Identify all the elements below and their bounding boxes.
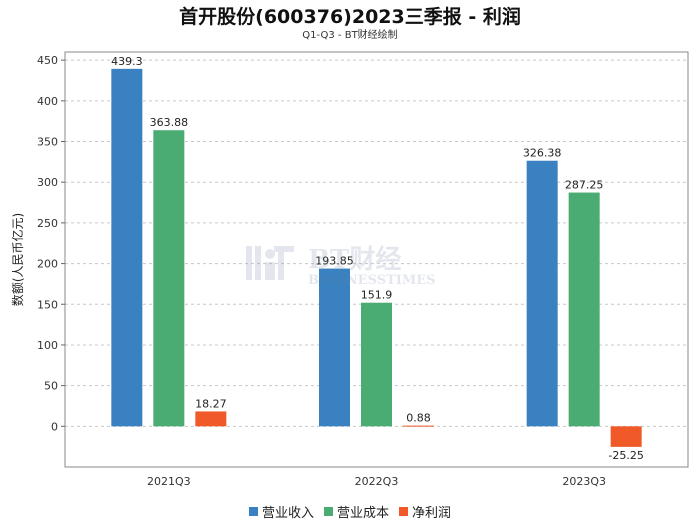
legend-swatch [399,507,408,516]
y-axis-title: 数额(人民币亿元) [10,213,25,306]
y-tick-label: 350 [37,136,58,149]
chart-subtitle: Q1-Q3 - BT财经绘制 [302,30,398,41]
legend-label: 营业收入 [261,506,314,521]
plot-frame [64,51,689,468]
y-tick-label: 100 [37,339,58,352]
bar [319,268,350,427]
bar [610,426,642,447]
x-tick-label: 2022Q3 [355,475,399,488]
bar [111,68,143,427]
x-tick-label: 2023Q3 [562,475,606,488]
y-tick-label: 200 [37,258,58,271]
legend-item: 净利润 [399,502,451,521]
legend-swatch [248,507,258,516]
legend-swatch [323,507,333,516]
bars [111,68,642,447]
bar [153,130,185,427]
data-label: 363.88 [150,116,189,129]
chart-plot: 0 50 100 150 200 250 300 350 400 450 2021Q3 2022Q3… [10,51,689,488]
data-label: 193.85 [315,255,354,268]
data-label: 326.38 [523,147,562,160]
legend-item: 营业成本 [323,502,389,521]
x-tick-label: 2021Q3 [147,475,191,488]
data-label: -25.25 [608,449,643,462]
y-tick-label: 250 [37,217,58,230]
legend-label: 净利润 [412,506,452,521]
data-label: 0.88 [406,412,431,425]
data-label: 287.25 [565,179,604,192]
y-tick-label: 50 [44,380,58,393]
legend-item: 营业收入 [248,502,314,521]
chart-title: 首开股份(600376)2023三季报 - 利润 [179,6,521,28]
data-label: 151.9 [361,289,393,302]
y-tick-label: 150 [37,298,58,311]
y-axis: 0 50 100 150 200 250 300 350 400 450 [37,54,65,433]
bar [526,160,558,427]
y-tick-label: 0 [51,420,58,433]
legend: 营业收入 营业成本 净利润 [0,502,700,521]
bar [568,192,600,427]
data-labels: 439.3 363.88 18.27 193.85 151.9 0.88 326.38 287… [111,55,644,462]
legend-label: 营业成本 [336,506,389,521]
data-label: 439.3 [111,55,143,68]
x-axis: 2021Q3 2022Q3 2023Q3 [147,475,606,488]
y-tick-label: 450 [37,54,58,67]
bar [403,425,434,427]
bar [361,302,392,427]
y-tick-label: 300 [37,176,58,189]
data-label: 18.27 [195,397,227,410]
bar [195,411,227,427]
y-tick-label: 400 [37,95,58,108]
